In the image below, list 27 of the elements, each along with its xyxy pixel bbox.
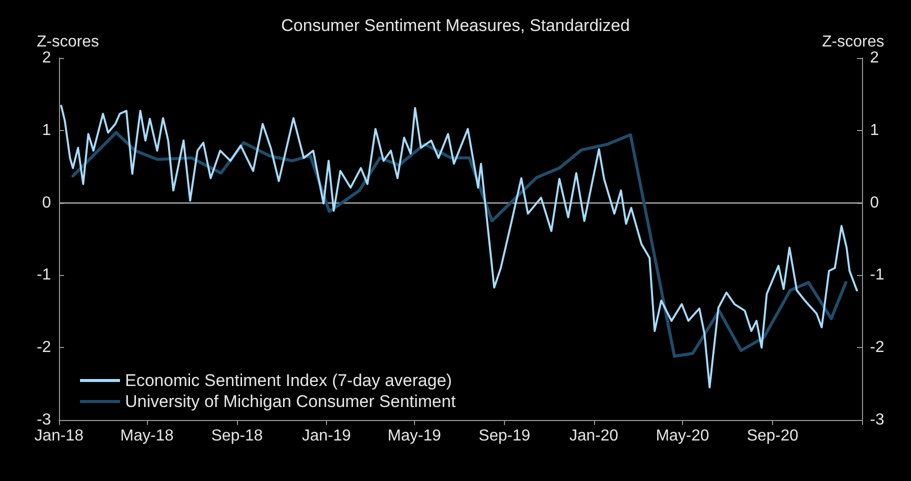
y-tick-label: -2	[36, 339, 52, 356]
y-tick-label: 2	[42, 50, 52, 66]
x-tick-label: Sep-18	[211, 428, 263, 444]
x-tick-label: Jan-19	[302, 428, 351, 444]
y2-tick-label: -1	[870, 266, 884, 284]
x-tick-label: Sep-19	[478, 428, 530, 444]
y-axis-title: Z-scores	[36, 34, 99, 51]
y2-axis-title: Z-scores	[822, 34, 884, 51]
x-tick-label: May-18	[120, 428, 174, 444]
y-tick-label: 0	[42, 194, 52, 212]
y2-tick-label: 2	[870, 50, 879, 66]
x-tick-label: Jan-20	[569, 428, 618, 444]
line-series	[60, 104, 858, 388]
chart-title: Consumer Sentiment Measures, Standardized	[281, 16, 630, 35]
x-tick-label: May-20	[656, 428, 710, 444]
legend-label: Economic Sentiment Index (7-day average)	[125, 371, 452, 390]
y2-tick-label: -2	[870, 339, 884, 356]
y-tick-label: 1	[42, 122, 52, 139]
x-tick-label: Sep-20	[746, 428, 799, 444]
y2-tick-label: -3	[870, 412, 884, 428]
y2-tick-label: 0	[870, 194, 879, 212]
legend-label: University of Michigan Consumer Sentiment	[125, 392, 456, 411]
y-tick-label: -3	[36, 412, 52, 428]
y2-tick-label: 1	[870, 122, 879, 139]
y-tick-label: -1	[36, 266, 52, 284]
x-tick-label: May-19	[388, 428, 442, 444]
x-tick-label: Jan-18	[34, 428, 84, 444]
